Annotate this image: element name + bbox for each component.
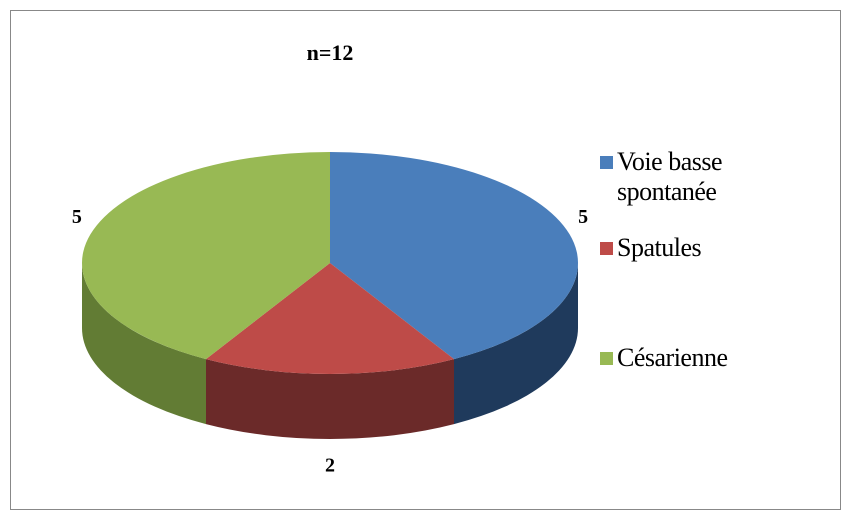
legend-label: Voie basse spontanée <box>617 147 723 206</box>
slice-side <box>206 359 454 439</box>
slice <box>330 152 578 360</box>
legend-item: Voie basse spontanée <box>600 147 792 207</box>
data-label: 2 <box>325 455 335 477</box>
legend-label: Césarienne <box>617 343 728 372</box>
legend-swatch <box>600 156 613 169</box>
legend-item: Spatules <box>600 233 792 263</box>
slice-side <box>454 263 578 425</box>
legend-label: Spatules <box>617 233 702 262</box>
slice-side <box>81 263 206 425</box>
slice <box>82 152 330 360</box>
slice <box>206 263 454 374</box>
legend-swatch <box>600 352 613 365</box>
data-label: 5 <box>72 206 82 228</box>
legend-swatch <box>600 242 613 255</box>
legend-item: Césarienne <box>600 343 792 373</box>
chart-title: n=12 <box>307 40 354 65</box>
data-label: 5 <box>578 206 588 228</box>
